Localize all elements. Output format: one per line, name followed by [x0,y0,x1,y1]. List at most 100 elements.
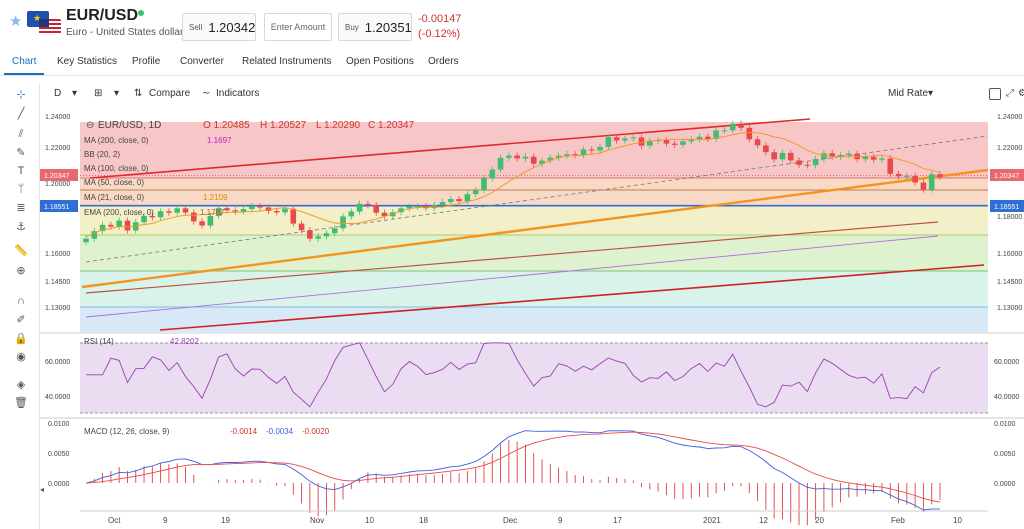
favorite-star-icon[interactable]: ★ [9,13,23,30]
candle [738,123,744,128]
candle [638,137,645,146]
indicators-icon: ∼ [202,88,211,99]
buy-button[interactable]: Buy 1.20351 [338,13,412,41]
pencil-icon[interactable]: ✎ [16,147,26,159]
mid-rate-select[interactable]: Mid Rate [888,88,929,99]
legend-bb: BB (20, 2) [84,150,120,159]
rsi-label: RSI (14) [84,337,114,346]
candle [290,208,297,224]
candle [721,130,728,132]
trash-icon[interactable]: 🗑 [14,397,28,409]
macd-value-1: -0.0014 [230,427,258,436]
sell-button[interactable]: Sell 1.20342 [182,13,256,41]
candle [713,130,719,139]
candle [340,216,346,229]
candle [845,153,852,155]
candle [937,174,943,177]
magnet-icon[interactable]: ∩ [17,295,25,307]
currency-flags-icon: ★ [27,11,61,35]
compare-button[interactable]: Compare [149,88,191,99]
candle [605,137,612,147]
candle [257,206,263,208]
crosshair-icon[interactable]: ⊹ [16,89,26,101]
candle [746,127,753,140]
lock-icon[interactable]: 🔒 [14,333,28,345]
candle [83,238,89,243]
price-tick: 1.18000 [997,214,1022,221]
tab-orders[interactable]: Orders [428,56,459,67]
candle [862,156,869,160]
anchor-icon[interactable]: ⚓ [16,221,26,233]
chevron-down-icon: ▾ [72,88,78,99]
legend-ma50: MA (50, close, 0) [84,178,144,187]
candle [331,228,338,234]
trend-line-icon[interactable]: ╱ [17,108,25,120]
price-change: -0.00147 (-0.12%) [418,12,461,42]
tab-related-instruments[interactable]: Related Instruments [242,56,332,67]
candle [688,139,695,142]
x-axis-label: 18 [419,516,428,525]
price-tick: 1.22000 [45,145,70,152]
candle [754,139,761,146]
candle [472,190,479,195]
macd-label: MACD (12, 26, close, 9) [84,427,170,436]
candle [149,215,156,218]
legend-ema200: EMA (200, close, 0) [84,208,154,217]
compare-icon: ⇅ [134,88,143,99]
price-tick: 1.14500 [45,279,70,286]
ruler-icon[interactable]: 📏 [14,245,28,257]
candle [663,140,670,144]
macd-tick: 0.0000 [48,481,70,488]
legend-collapse-icon[interactable]: ⊖ [86,120,94,131]
x-axis-label: 2021 [703,516,721,525]
fibonacci-icon[interactable]: ≣ [16,202,26,214]
signal-line [85,431,941,503]
candle-type-icon[interactable]: ⊞ [94,88,103,99]
candle [431,205,438,209]
candle [182,208,189,213]
price-tick: 1.24000 [45,114,70,121]
layers-icon[interactable]: ◈ [16,379,26,391]
candle-series [83,120,943,246]
parallel-lines-icon[interactable]: ⫽ [18,128,24,140]
ema200-line [85,221,939,294]
fullscreen-box-icon[interactable] [989,88,1001,100]
candle [613,137,620,141]
tab-open-positions[interactable]: Open Positions [346,56,414,67]
fib-zone-red [80,122,988,178]
settings-gear-icon[interactable]: ⚙ [1018,88,1024,99]
x-axis-label: Feb [891,516,905,525]
candle [323,233,330,237]
candle [572,154,578,156]
fib-zone-blue [80,307,988,332]
scroll-left-icon[interactable]: ◂ [40,485,44,494]
tab-converter[interactable]: Converter [180,56,224,67]
price-tick: 1.14500 [997,279,1022,286]
symbol-title: EUR/USD [66,7,139,24]
candle [588,149,595,151]
candle [489,169,496,179]
pattern-icon[interactable]: ᛘ [17,183,25,195]
tab-profile[interactable]: Profile [132,56,161,67]
macd-tick: 0.0100 [994,421,1016,428]
candle [696,136,703,140]
zoom-icon[interactable]: ⊕ [16,265,26,277]
eye-icon[interactable]: ◉ [16,351,26,363]
amount-input[interactable]: Enter Amount [264,13,332,41]
tab-chart[interactable]: Chart [12,56,37,67]
candle [763,145,769,153]
current-price-tag-right [990,169,1024,181]
text-tool-icon[interactable]: T [17,165,25,177]
expand-icon[interactable]: ⤢ [1006,88,1014,99]
candle [249,206,255,210]
ma21-line [85,131,941,238]
candle [630,137,637,139]
interval-select[interactable]: D [54,88,62,99]
candle [307,230,313,239]
chevron-down-icon: ▾ [114,88,120,99]
edit-lock-icon[interactable]: ✐ [16,314,26,326]
tab-key-statistics[interactable]: Key Statistics [57,56,118,67]
indicators-button[interactable]: Indicators [216,88,260,99]
candle [381,212,388,217]
